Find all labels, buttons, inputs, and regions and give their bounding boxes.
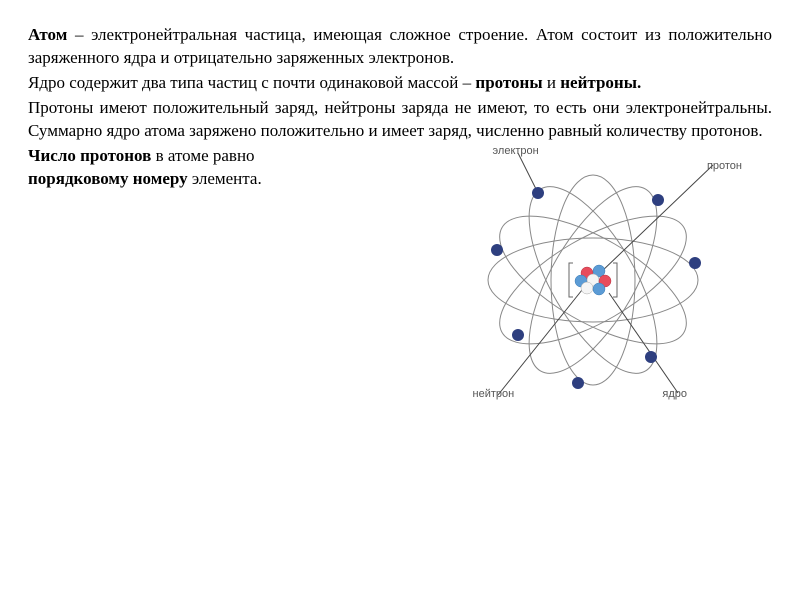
- paragraph-1: Атом – электронейтральная частица, имеющ…: [28, 24, 772, 70]
- p4-text1: в атоме равно: [151, 146, 254, 165]
- term-ordinal: порядковому номеру: [28, 169, 188, 188]
- term-neutrons: нейтроны.: [560, 73, 641, 92]
- label-neutron: нейтрон: [473, 388, 515, 400]
- p4-text2: элемента.: [188, 169, 262, 188]
- nucleus: [575, 265, 611, 295]
- label-electron: электрон: [493, 145, 539, 157]
- p2-text1: Ядро содержит два типа частиц с почти од…: [28, 73, 475, 92]
- label-nucleus: ядро: [662, 388, 687, 400]
- atom-diagram: электрон протон нейтрон ядро: [393, 145, 772, 425]
- term-proton-count: Число протонов: [28, 146, 151, 165]
- term-protons: протоны: [475, 73, 542, 92]
- paragraph-2: Ядро содержит два типа частиц с почти од…: [28, 72, 772, 95]
- term-atom: Атом: [28, 25, 67, 44]
- line-proton: [600, 165, 713, 273]
- p2-text2: и: [543, 73, 561, 92]
- line-electron: [518, 153, 538, 193]
- paragraph-4: Число протонов в атоме равно порядковому…: [28, 145, 393, 425]
- atom-svg: [403, 135, 783, 425]
- label-proton: протон: [707, 160, 742, 172]
- p1-text: – электронейтральная частица, имеющая сл…: [28, 25, 772, 67]
